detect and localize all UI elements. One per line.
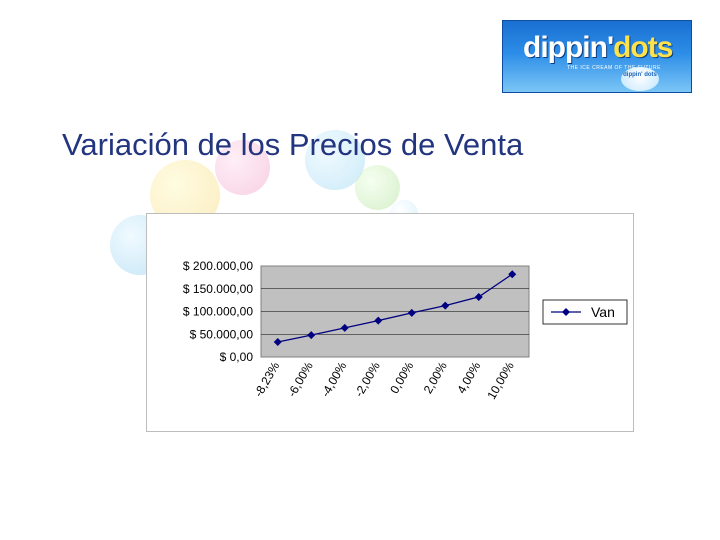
x-tick-label: 2,00%: [421, 359, 450, 396]
slide-title: Variación de los Precios de Venta: [62, 127, 524, 162]
dippin-dots-logo: dippin'dots THE ICE CREAM OF THE FUTURE …: [502, 20, 692, 93]
logo-wordmark: dippin'dots: [523, 31, 673, 64]
data-point: [474, 292, 483, 301]
data-point: [508, 270, 517, 279]
x-tick-label: 10,00%: [484, 359, 517, 402]
y-tick-label: $ 0,00: [220, 350, 254, 364]
y-tick-label: $ 50.000,00: [190, 327, 254, 341]
legend-marker: [562, 308, 570, 316]
data-point: [441, 301, 450, 310]
data-point: [307, 331, 316, 340]
decor-bubble: [215, 140, 270, 195]
chart-canvas: $ 0,00 $ 50.000,00 $ 100.000,00 $ 150.000,0…: [183, 259, 628, 402]
y-tick-label: $ 150.000,00: [183, 282, 253, 296]
data-point: [340, 323, 349, 332]
y-tick-label: $ 100.000,00: [183, 305, 253, 319]
y-tick-label: $ 200.000,00: [183, 259, 253, 273]
x-tick-label: -4,00%: [318, 359, 349, 399]
x-tick-label: -6,00%: [285, 359, 316, 399]
decor-bubble: [305, 130, 365, 190]
legend-label: Van: [591, 304, 615, 320]
series-line-van: [277, 273, 513, 343]
data-point: [273, 337, 282, 346]
data-point: [374, 316, 383, 325]
x-tick-label: 4,00%: [454, 359, 483, 396]
logo-mini-badge: dippin' dots: [621, 67, 659, 91]
x-tick-label: -8,23%: [251, 359, 282, 399]
data-point: [407, 308, 416, 317]
x-tick-label: 0,00%: [387, 359, 416, 396]
line-chart: $ 0,00 $ 50.000,00 $ 100.000,00 $ 150.000,0…: [146, 213, 634, 432]
x-tick-label: -2,00%: [352, 359, 383, 399]
logo-tagline: THE ICE CREAM OF THE FUTURE: [567, 65, 661, 71]
decor-bubble: [355, 165, 400, 210]
